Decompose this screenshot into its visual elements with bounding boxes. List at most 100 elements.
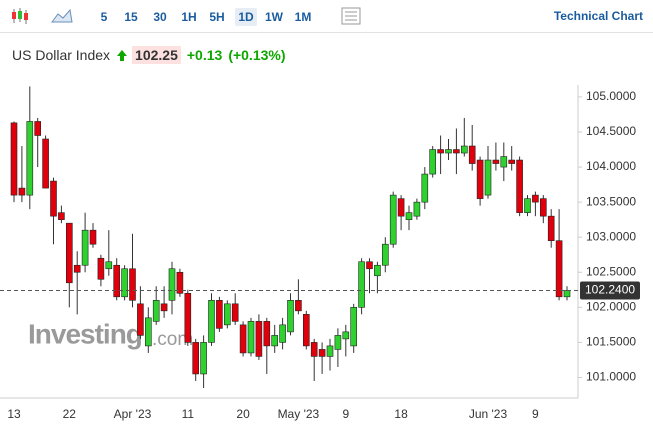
candle-body xyxy=(555,240,563,298)
candle-body xyxy=(413,201,421,217)
candle-body xyxy=(18,187,26,196)
candle-body xyxy=(295,300,302,312)
x-tick-label: 11 xyxy=(182,407,195,421)
y-tick-label: 102.5000 xyxy=(586,264,636,278)
candle-body xyxy=(476,159,484,199)
interval-button[interactable]: 15 xyxy=(124,10,138,24)
candle-body xyxy=(366,261,373,270)
candle-body xyxy=(539,198,547,217)
candle-body xyxy=(389,194,397,245)
interval-button[interactable]: 5 xyxy=(100,10,108,24)
candle-body xyxy=(287,300,294,333)
candle-body xyxy=(10,122,18,196)
candle-body xyxy=(374,264,381,277)
y-tick-label: 104.0000 xyxy=(586,159,636,173)
candle-body xyxy=(460,145,468,154)
candle-body xyxy=(105,261,113,270)
candle-body xyxy=(358,261,365,308)
last-price-label: 102.2400 xyxy=(585,283,635,297)
candle-body xyxy=(137,303,144,336)
candle-body xyxy=(216,300,223,329)
x-tick-label: 20 xyxy=(236,407,250,421)
x-tick-label: 22 xyxy=(63,407,77,421)
candle-body xyxy=(26,121,34,196)
candle-body xyxy=(231,303,239,322)
candle-body xyxy=(58,212,65,220)
candle-body xyxy=(34,121,42,136)
interval-button[interactable]: 1W xyxy=(265,10,283,24)
candle-body xyxy=(334,335,342,350)
candle-body xyxy=(421,173,429,203)
candle-body xyxy=(168,268,176,301)
last-price-box xyxy=(580,281,640,300)
x-tick-label: 18 xyxy=(394,407,408,421)
candle-body xyxy=(121,268,128,298)
candle-body xyxy=(239,324,247,354)
candle-body xyxy=(200,342,207,375)
candle-body xyxy=(381,243,389,266)
interval-button[interactable]: 30 xyxy=(153,10,167,24)
price: 102.25 xyxy=(132,46,181,64)
candle-body xyxy=(97,257,105,280)
y-tick-label: 104.5000 xyxy=(586,124,636,138)
x-tick-label: 9 xyxy=(342,407,349,421)
x-tick-label: 9 xyxy=(532,407,539,421)
candle-body xyxy=(42,138,49,189)
candle-body xyxy=(81,229,89,266)
candle-body xyxy=(160,303,168,312)
candle-body xyxy=(492,159,500,164)
y-tick-label: 101.5000 xyxy=(586,335,636,349)
candle-body xyxy=(73,264,81,273)
candle-body xyxy=(247,321,255,354)
candle-body xyxy=(429,149,437,175)
candle-body xyxy=(89,229,97,245)
y-tick-label: 103.5000 xyxy=(586,194,636,208)
candle-body xyxy=(208,300,215,343)
candle-body xyxy=(563,290,571,298)
x-tick-label: 13 xyxy=(7,407,21,421)
interval-button[interactable]: 1H xyxy=(181,10,197,24)
candle-body xyxy=(342,331,350,340)
x-tick-label: Jun '23 xyxy=(469,407,508,421)
interval-button[interactable]: 1M xyxy=(294,10,312,24)
candle-body xyxy=(192,342,199,375)
candle-body xyxy=(113,264,120,298)
candle-icon[interactable] xyxy=(8,0,48,32)
candle-body xyxy=(468,145,476,164)
up-arrow xyxy=(117,50,128,61)
watermark-suffix: .com xyxy=(152,329,193,350)
x-tick-label: May '23 xyxy=(278,407,320,421)
quote: US Dollar Index 102.25 +0.13 (+0.13%) xyxy=(12,44,286,66)
candle-body xyxy=(129,268,136,301)
candle-body xyxy=(437,149,444,154)
candle-body xyxy=(255,321,263,357)
candle-body xyxy=(500,156,508,168)
toolbar: 5 15 30 1H 5H 1D 1W 1M Technical Chart xyxy=(0,0,653,33)
candle-body xyxy=(453,149,460,154)
candle-body xyxy=(279,324,286,343)
candle-body xyxy=(145,317,152,347)
settings-icon[interactable] xyxy=(340,0,362,32)
interval-button[interactable]: 1D xyxy=(235,8,257,26)
y-tick-label: 101.0000 xyxy=(586,370,636,384)
interval-button[interactable]: 5H xyxy=(209,10,225,24)
candle-body xyxy=(263,321,271,347)
change: +0.13 xyxy=(186,47,223,63)
area-icon[interactable] xyxy=(50,0,74,32)
candle-body xyxy=(184,293,192,343)
candle-body xyxy=(445,149,452,154)
candle-body xyxy=(350,307,358,347)
y-tick-label: 105.0000 xyxy=(586,89,636,103)
candle-body xyxy=(318,349,326,357)
candle-body xyxy=(524,198,531,213)
technical-chart-link[interactable]: Technical Chart xyxy=(553,9,643,23)
watermark: Investing xyxy=(28,318,142,349)
x-tick-label: Apr '23 xyxy=(114,407,152,421)
candle-body xyxy=(66,222,73,284)
candle-body xyxy=(224,303,231,326)
change-percent: (+0.13%) xyxy=(228,47,286,63)
candle-body xyxy=(271,335,279,347)
y-tick-label: 103.0000 xyxy=(586,229,636,243)
